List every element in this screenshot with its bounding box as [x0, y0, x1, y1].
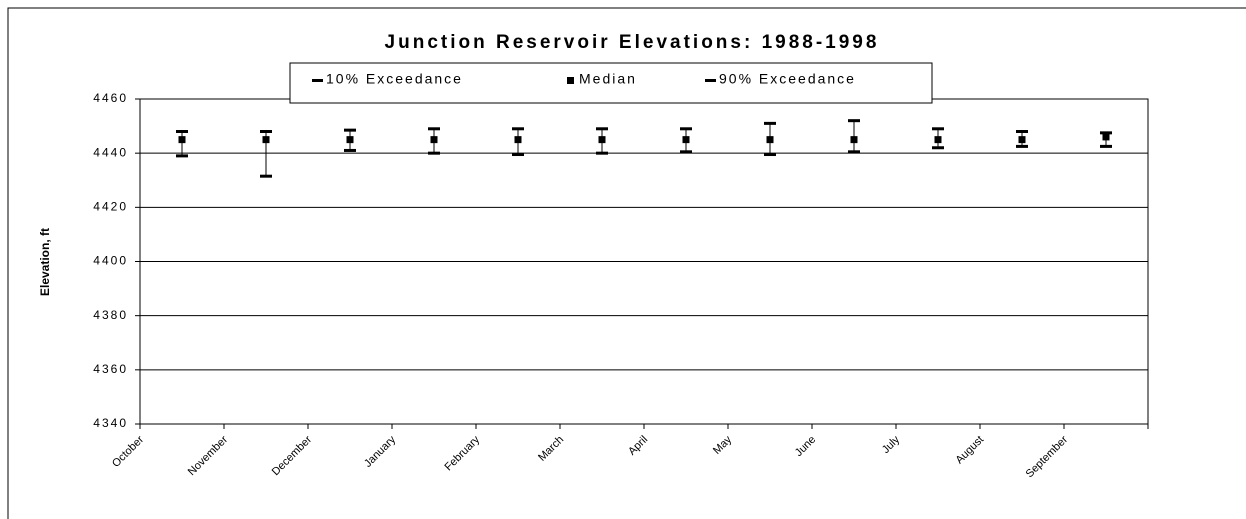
- legend-label: 90% Exceedance: [719, 71, 856, 87]
- x-tick-label: August: [953, 434, 986, 467]
- low-marker: [260, 174, 272, 178]
- y-tick-label: 4360: [93, 362, 128, 376]
- high-marker: [932, 127, 944, 131]
- low-marker: [596, 151, 608, 155]
- x-tick-label: December: [270, 433, 315, 478]
- y-tick-label: 4440: [93, 145, 128, 159]
- legend-marker: [312, 79, 323, 82]
- legend-marker: [705, 79, 716, 82]
- low-marker: [680, 150, 692, 154]
- low-marker: [1016, 144, 1028, 148]
- low-marker: [512, 153, 524, 157]
- x-tick-label: November: [186, 433, 231, 478]
- x-tick-label: January: [362, 433, 399, 470]
- median-marker: [766, 136, 774, 144]
- chart-title: Junction Reservoir Elevations: 1988-1998: [385, 32, 880, 53]
- legend-label: Median: [579, 71, 637, 87]
- x-tick-label: May: [711, 433, 735, 457]
- y-axis-label: Elevation, ft: [38, 228, 52, 296]
- high-marker: [680, 127, 692, 131]
- high-marker: [176, 130, 188, 133]
- high-marker: [764, 121, 776, 125]
- y-tick-label: 4380: [93, 308, 128, 322]
- x-tick-label: March: [536, 434, 566, 464]
- y-tick-label: 4400: [93, 254, 128, 268]
- high-marker: [512, 127, 524, 131]
- legend-marker: [567, 77, 574, 84]
- y-tick-label: 4420: [93, 200, 128, 214]
- median-marker: [682, 136, 690, 144]
- median-marker: [514, 136, 522, 144]
- median-marker: [598, 136, 606, 144]
- median-marker: [850, 136, 858, 144]
- y-tick-label: 4340: [93, 416, 128, 430]
- median-marker: [1018, 136, 1026, 144]
- high-marker: [344, 128, 356, 132]
- median-marker: [430, 136, 438, 144]
- median-marker: [346, 136, 354, 144]
- x-tick-label: July: [880, 433, 903, 456]
- median-marker: [262, 136, 270, 144]
- chart-frame: [7, 7, 1246, 519]
- median-marker: [934, 136, 942, 144]
- x-tick-label: September: [1024, 433, 1071, 480]
- high-marker: [260, 130, 272, 133]
- x-tick-label: April: [626, 434, 650, 458]
- low-marker: [428, 151, 440, 155]
- high-marker: [428, 127, 440, 131]
- low-marker: [344, 148, 356, 152]
- x-tick-label: February: [443, 433, 483, 473]
- high-marker: [596, 127, 608, 131]
- median-marker: [178, 136, 186, 144]
- median-marker: [1102, 133, 1110, 141]
- x-tick-label: October: [110, 433, 146, 469]
- low-marker: [176, 154, 188, 158]
- high-marker: [1016, 130, 1028, 133]
- legend-label: 10% Exceedance: [326, 71, 463, 87]
- high-marker: [1100, 131, 1112, 135]
- x-tick-label: June: [793, 434, 818, 459]
- low-marker: [848, 150, 860, 154]
- y-tick-label: 4460: [93, 91, 128, 105]
- high-marker: [848, 119, 860, 123]
- low-marker: [1100, 144, 1112, 148]
- low-marker: [764, 153, 776, 157]
- legend-box: [289, 62, 933, 104]
- low-marker: [932, 146, 944, 150]
